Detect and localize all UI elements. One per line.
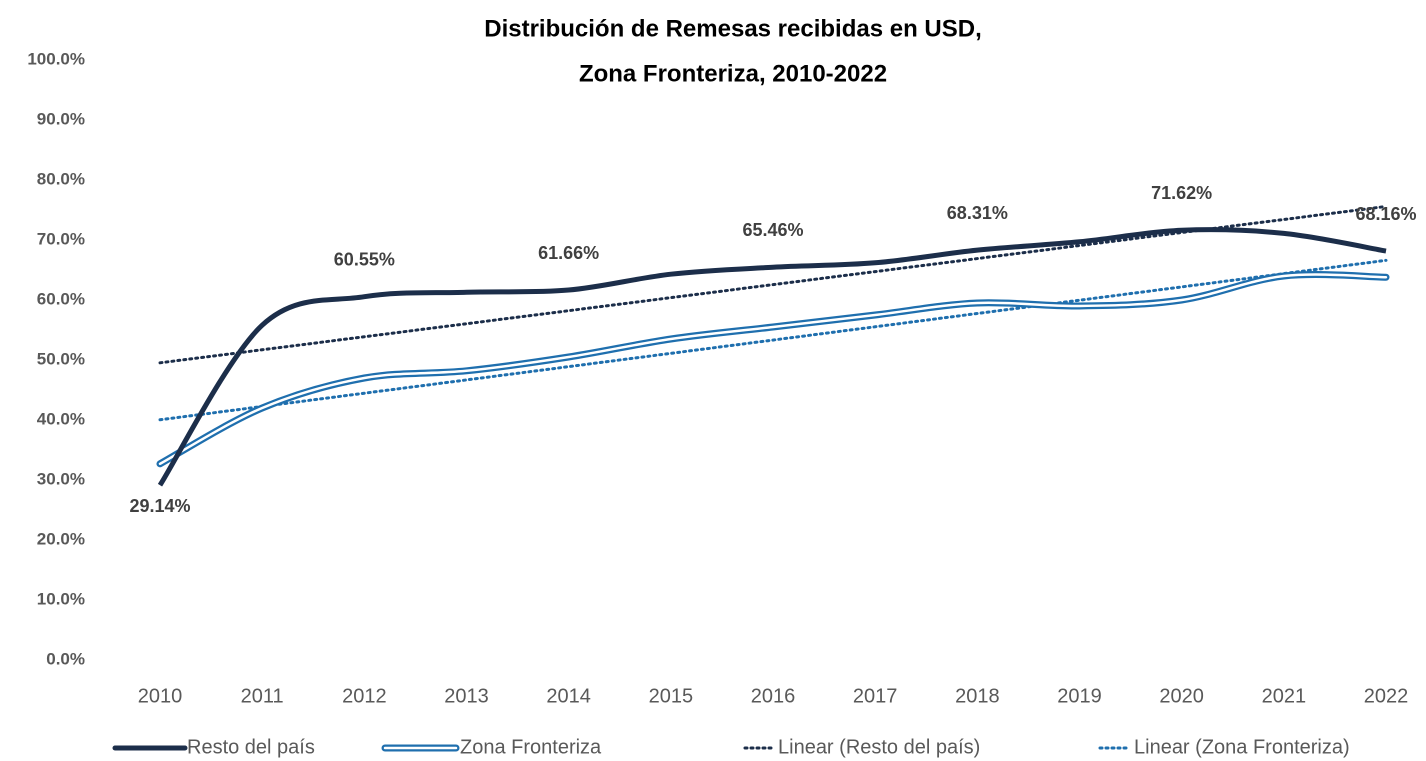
y-tick-label: 30.0% bbox=[37, 469, 85, 488]
y-tick-label: 50.0% bbox=[37, 349, 85, 368]
x-tick-label: 2019 bbox=[1057, 685, 1102, 707]
x-tick-label: 2016 bbox=[751, 685, 796, 707]
data-label: 68.16% bbox=[1355, 204, 1416, 224]
y-tick-label: 90.0% bbox=[37, 109, 85, 128]
x-tick-label: 2012 bbox=[342, 685, 387, 707]
y-tick-label: 80.0% bbox=[37, 169, 85, 188]
series-line bbox=[157, 227, 1387, 487]
x-tick-label: 2018 bbox=[955, 685, 1000, 707]
x-tick-label: 2015 bbox=[649, 685, 694, 707]
chart-subtitle: Zona Fronteriza, 2010-2022 bbox=[579, 60, 887, 87]
data-label: 65.46% bbox=[742, 220, 803, 240]
y-tick-label: 10.0% bbox=[37, 589, 85, 608]
series-line-inner bbox=[158, 273, 1388, 466]
x-tick-label: 2020 bbox=[1159, 685, 1204, 707]
y-tick-label: 60.0% bbox=[37, 289, 85, 308]
x-tick-label: 2022 bbox=[1364, 685, 1409, 707]
data-label: 60.55% bbox=[334, 249, 395, 269]
y-tick-label: 100.0% bbox=[27, 49, 85, 68]
data-label: 68.31% bbox=[947, 203, 1008, 223]
x-tick-label: 2010 bbox=[138, 685, 183, 707]
y-tick-label: 0.0% bbox=[46, 649, 85, 668]
y-tick-label: 40.0% bbox=[37, 409, 85, 428]
data-label: 61.66% bbox=[538, 243, 599, 263]
trendline bbox=[158, 258, 1388, 422]
chart-title: Distribución de Remesas recibidas en USD… bbox=[484, 15, 982, 42]
data-label: 29.14% bbox=[129, 496, 190, 516]
legend-label: Zona Fronteriza bbox=[460, 736, 602, 758]
data-label: 71.62% bbox=[1151, 183, 1212, 203]
x-tick-label: 2011 bbox=[241, 685, 284, 707]
x-tick-label: 2013 bbox=[444, 685, 489, 707]
series-line bbox=[156, 271, 1390, 468]
legend-label: Linear (Zona Fronteriza) bbox=[1134, 736, 1350, 758]
legend-label: Resto del país bbox=[187, 736, 315, 758]
x-tick-label: 2014 bbox=[546, 685, 591, 707]
trendline bbox=[158, 204, 1388, 365]
legend-label: Linear (Resto del país) bbox=[778, 736, 980, 758]
y-tick-label: 70.0% bbox=[37, 229, 85, 248]
y-tick-label: 20.0% bbox=[37, 529, 85, 548]
x-tick-label: 2021 bbox=[1262, 685, 1307, 707]
x-tick-label: 2017 bbox=[853, 685, 898, 707]
